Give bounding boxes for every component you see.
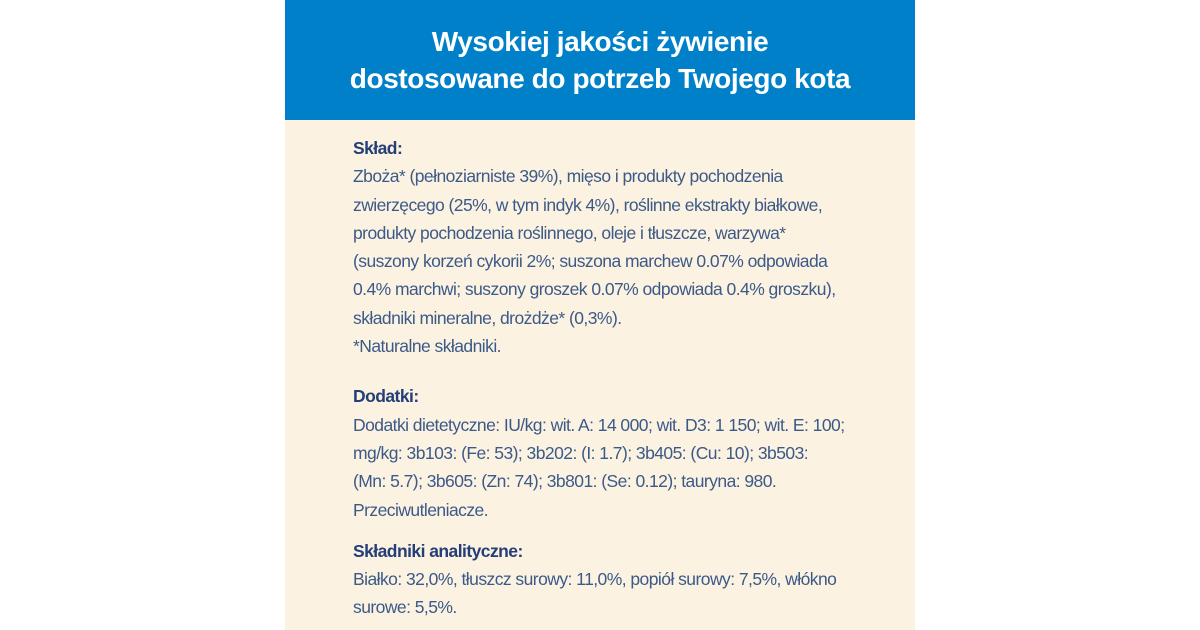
section-sklad-heading: Skład: [353, 138, 403, 158]
text-line: (suszony korzeń cykorii 2%; suszona marc… [353, 251, 828, 272]
text-line: składniki mineralne, drożdże* (0,3%). [353, 307, 622, 328]
text-line: zwierzęcego (25%, w tym indyk 4%), rośli… [353, 194, 823, 215]
text-line: Zboża* (pełnoziarniste 39%), mięso i pro… [353, 166, 783, 187]
section-dodatki: Dodatki: Dodatki dietetyczne: IU/kg: wit… [353, 382, 901, 523]
text-line: 0.4% marchwi; suszony groszek 0.07% odpo… [353, 279, 836, 300]
text-line: Białko: 32,0%, tłuszcz surowy: 11,0%, po… [353, 569, 837, 590]
text-line: Przeciwutleniacze. [353, 499, 489, 520]
section-dodatki-heading: Dodatki: [353, 386, 419, 407]
text-line: (Mn: 5.7); 3b605: (Zn: 74); 3b801: (Se: … [353, 471, 777, 492]
header-title-line-1: Wysokiej jakości żywienie [431, 26, 769, 57]
card-header: Wysokiej jakości żywienie dostosowane do… [285, 0, 915, 120]
text-line: surowe: 5,5%. [353, 597, 457, 618]
text-line: produkty pochodzenia roślinnego, oleje i… [353, 222, 786, 243]
product-info-card: Wysokiej jakości żywienie dostosowane do… [285, 0, 915, 630]
text-line: Dodatki dietetyczne: IU/kg: wit. A: 14 0… [353, 414, 845, 435]
card-body: Skład: Zboża* (pełnoziarniste 39%), mięs… [285, 120, 915, 630]
section-skladniki-analityczne-heading: Składniki analityczne: [353, 540, 523, 561]
text-line: mg/kg: 3b103: (Fe: 53); 3b202: (I: 1.7);… [353, 442, 809, 463]
header-title-line-2: dostosowane do potrzeb Twojego kota [349, 63, 851, 94]
section-sklad: Skład: Zboża* (pełnoziarniste 39%), mięs… [353, 134, 901, 360]
section-skladniki-analityczne: Składniki analityczne: Białko: 32,0%, tł… [353, 537, 901, 622]
natural-ingredients-footnote: *Naturalne składniki. [353, 336, 502, 357]
